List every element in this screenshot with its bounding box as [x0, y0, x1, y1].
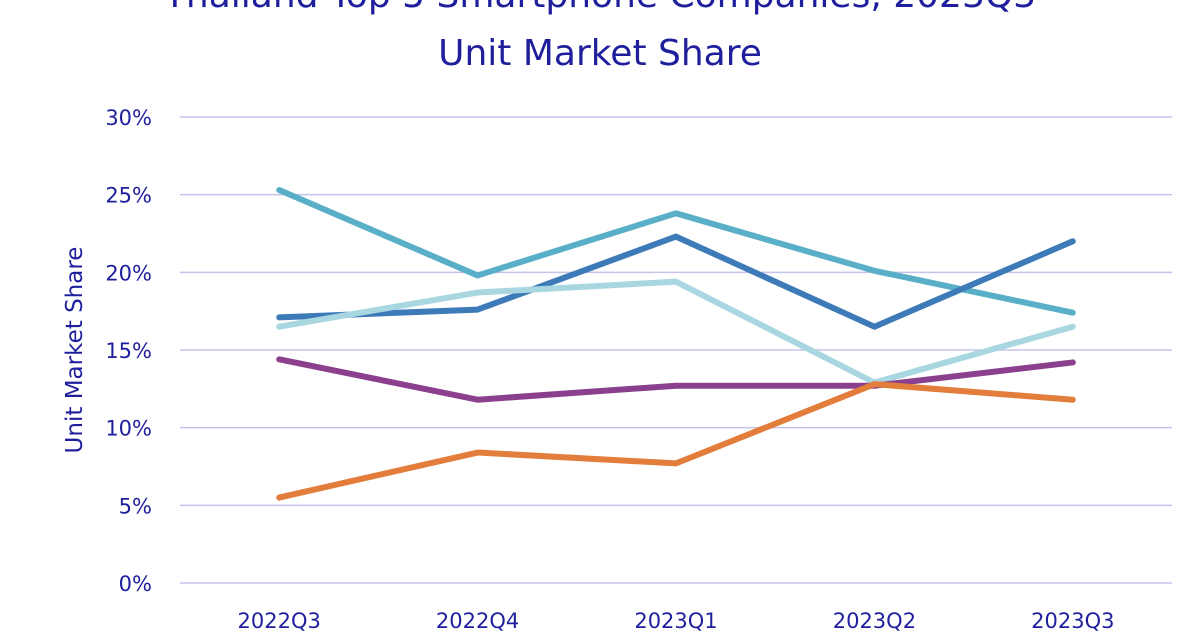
chart-subtitle: Unit Market Share — [438, 33, 762, 74]
x-tick-label: 2022Q3 — [238, 609, 321, 633]
x-tick-label: 2023Q3 — [1031, 609, 1114, 633]
y-tick-label: 10% — [105, 417, 152, 441]
series-line-2 — [276, 233, 1076, 330]
x-tick-label: 2023Q1 — [634, 609, 717, 633]
x-tick-label: 2023Q2 — [833, 609, 916, 633]
chart-title: Thailand Top 5 Smartphone Companies, 202… — [0, 0, 1200, 18]
y-tick-label: 15% — [105, 339, 152, 363]
y-tick-label: 25% — [105, 184, 152, 208]
series-line-1 — [276, 187, 1076, 316]
y-tick-label: 5% — [119, 494, 152, 518]
series-line-4 — [276, 356, 1076, 403]
x-tick-label: 2022Q4 — [436, 609, 519, 633]
series-line-3 — [276, 278, 1076, 386]
y-axis-label: Unit Market Share — [62, 247, 88, 454]
y-tick-label: 30% — [105, 106, 152, 130]
y-tick-label: 20% — [105, 261, 152, 285]
series-line-5 — [276, 381, 1076, 501]
y-tick-label: 0% — [119, 572, 152, 596]
